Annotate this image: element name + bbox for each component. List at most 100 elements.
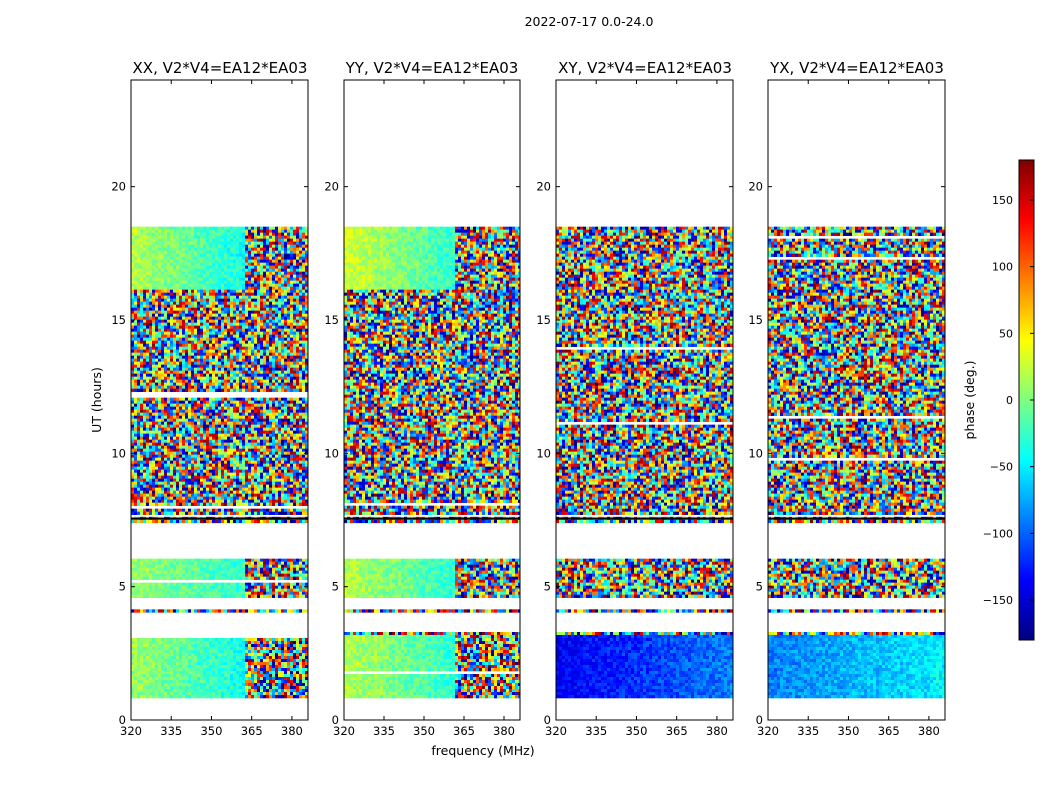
heatmap-cell (263, 319, 267, 323)
heatmap-cell (224, 253, 228, 257)
heatmap-cell (230, 653, 234, 657)
heatmap-cell (227, 280, 231, 284)
heatmap-cell (164, 340, 168, 344)
heatmap-cell (260, 686, 264, 690)
heatmap-cell (143, 334, 147, 338)
heatmap-cell (290, 238, 294, 242)
heatmap-cell (137, 241, 141, 245)
heatmap-cell (197, 283, 201, 287)
heatmap-cell (281, 346, 285, 350)
heatmap-cell (218, 573, 222, 577)
heatmap-cell (161, 671, 165, 675)
heatmap-cell (302, 358, 306, 362)
heatmap-cell (221, 331, 225, 335)
heatmap-cell (212, 665, 216, 669)
heatmap-cell (242, 277, 246, 281)
heatmap-cell (269, 334, 273, 338)
heatmap-cell (224, 650, 228, 654)
heatmap-cell (275, 343, 279, 347)
heatmap-cell (251, 238, 255, 242)
heatmap-cell (299, 567, 303, 571)
heatmap-cell (275, 641, 279, 645)
heatmap-cell (146, 244, 150, 248)
heatmap-cell (131, 310, 135, 314)
heatmap-cell (302, 352, 306, 356)
heatmap-cell (275, 677, 279, 681)
heatmap-cell (155, 588, 159, 592)
heatmap-cell (272, 295, 276, 299)
heatmap-cell (158, 247, 162, 251)
heatmap-cell (227, 370, 231, 374)
heatmap-cell (248, 349, 252, 353)
heatmap-cell (251, 355, 255, 359)
heatmap-cell (209, 564, 213, 568)
heatmap-cell (218, 659, 222, 663)
heatmap-cell (206, 328, 210, 332)
heatmap-cell (290, 328, 294, 332)
heatmap-cell (185, 582, 189, 586)
heatmap-cell (248, 238, 252, 242)
heatmap-cell (206, 346, 210, 350)
heatmap-cell (131, 647, 135, 651)
heatmap-cell (218, 325, 222, 329)
heatmap-cell (182, 594, 186, 598)
heatmap-cell (251, 567, 255, 571)
heatmap-cell (185, 355, 189, 359)
heatmap-cell (200, 226, 204, 230)
heatmap-cell (200, 244, 204, 248)
heatmap-cell (158, 683, 162, 687)
heatmap-cell (215, 367, 219, 371)
heatmap-cell (194, 310, 198, 314)
heatmap-cell (155, 591, 159, 595)
heatmap-cell (176, 268, 180, 272)
heatmap-cell (164, 588, 168, 592)
heatmap-cell (131, 668, 135, 672)
heatmap-cell (164, 235, 168, 239)
heatmap-cell (194, 558, 198, 562)
heatmap-cell (197, 229, 201, 233)
heatmap-cell (305, 638, 308, 642)
heatmap-cell (161, 331, 165, 335)
heatmap-cell (248, 286, 252, 290)
heatmap-cell (263, 334, 267, 338)
heatmap-cell (224, 274, 228, 278)
heatmap-cell (176, 250, 180, 254)
heatmap-cell (239, 671, 243, 675)
heatmap-cell (191, 274, 195, 278)
heatmap-cell (182, 292, 186, 296)
heatmap-cell (254, 292, 258, 296)
heatmap-cell (284, 644, 288, 648)
heatmap-cell (179, 609, 183, 613)
heatmap-cell (155, 295, 159, 299)
heatmap-cell (230, 659, 234, 663)
heatmap-cell (206, 274, 210, 278)
heatmap-cell (176, 259, 180, 263)
heatmap-cell (140, 277, 144, 281)
heatmap-cell (137, 671, 141, 675)
heatmap-cell (155, 238, 159, 242)
heatmap-cell (167, 653, 171, 657)
heatmap-cell (131, 247, 135, 251)
heatmap-cell (290, 286, 294, 290)
heatmap-cell (140, 689, 144, 693)
heatmap-cell (131, 558, 135, 562)
heatmap-cell (143, 328, 147, 332)
heatmap-cell (218, 641, 222, 645)
heatmap-cell (164, 337, 168, 341)
heatmap-cell (164, 346, 168, 350)
heatmap-cell (278, 250, 282, 254)
heatmap-cell (278, 268, 282, 272)
heatmap-cell (137, 692, 141, 696)
heatmap-cell (140, 355, 144, 359)
heatmap-cell (224, 250, 228, 254)
heatmap-cell (305, 238, 308, 242)
heatmap-cell (152, 591, 156, 595)
heatmap-cell (287, 268, 291, 272)
heatmap-cell (137, 650, 141, 654)
heatmap-cell (278, 244, 282, 248)
heatmap-cell (275, 352, 279, 356)
heatmap-cell (293, 352, 297, 356)
heatmap-cell (227, 594, 231, 598)
heatmap-cell (227, 573, 231, 577)
heatmap-cell (164, 286, 168, 290)
